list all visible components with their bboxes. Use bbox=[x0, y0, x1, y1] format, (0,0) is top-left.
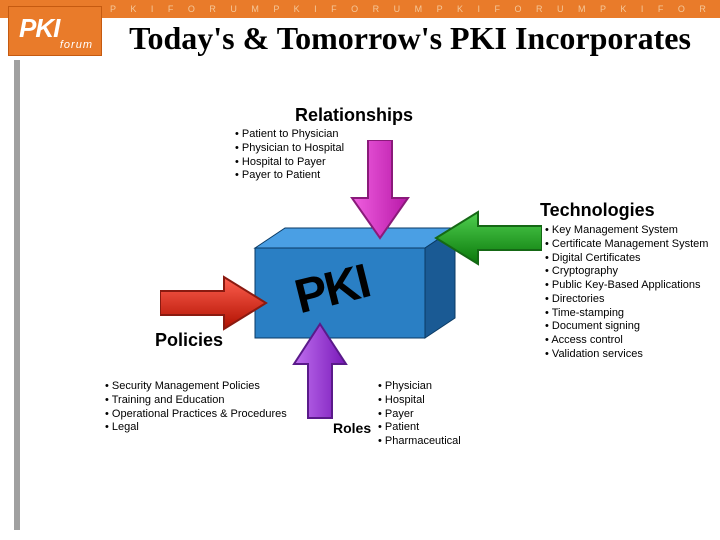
list-item: Document signing bbox=[545, 320, 708, 334]
list-item: Directories bbox=[545, 293, 708, 307]
list-item: Public Key-Based Applications bbox=[545, 279, 708, 293]
arrow-right-icon bbox=[160, 275, 270, 331]
technologies-list: Key Management System Certificate Manage… bbox=[545, 224, 708, 362]
policies-list: Security Management Policies Training an… bbox=[105, 380, 287, 435]
list-item: Certificate Management System bbox=[545, 238, 708, 252]
list-item: Operational Practices & Procedures bbox=[105, 408, 287, 422]
page-title: Today's & Tomorrow's PKI Incorporates bbox=[120, 22, 700, 56]
list-item: Hospital bbox=[378, 394, 461, 408]
relationships-list: Patient to Physician Physician to Hospit… bbox=[235, 128, 344, 183]
list-item: Time-stamping bbox=[545, 307, 708, 321]
list-item: Patient bbox=[378, 421, 461, 435]
list-item: Physician bbox=[378, 380, 461, 394]
list-item: Digital Certificates bbox=[545, 252, 708, 266]
list-item: Legal bbox=[105, 421, 287, 435]
list-item: Security Management Policies bbox=[105, 380, 287, 394]
relationships-heading: Relationships bbox=[295, 105, 413, 126]
list-item: Cryptography bbox=[545, 265, 708, 279]
list-item: Patient to Physician bbox=[235, 128, 344, 142]
arrow-left-icon bbox=[432, 210, 542, 266]
arrow-down-icon bbox=[350, 140, 410, 240]
list-item: Training and Education bbox=[105, 394, 287, 408]
list-item: Payer bbox=[378, 408, 461, 422]
roles-list: Physician Hospital Payer Patient Pharmac… bbox=[378, 380, 461, 449]
list-item: Access control bbox=[545, 334, 708, 348]
list-item: Physician to Hospital bbox=[235, 142, 344, 156]
list-item: Payer to Patient bbox=[235, 169, 344, 183]
technologies-heading: Technologies bbox=[540, 200, 655, 221]
logo: PKI forum bbox=[8, 6, 102, 56]
arrow-up-icon bbox=[292, 322, 348, 420]
list-item: Pharmaceutical bbox=[378, 435, 461, 449]
list-item: Key Management System bbox=[545, 224, 708, 238]
policies-heading: Policies bbox=[155, 330, 223, 351]
logo-main: PKI bbox=[19, 13, 59, 44]
list-item: Validation services bbox=[545, 348, 708, 362]
top-banner: P K I F O R U M P K I F O R U M P K I F … bbox=[0, 0, 720, 18]
roles-heading: Roles bbox=[333, 420, 371, 436]
left-rule bbox=[14, 60, 20, 530]
logo-sub: forum bbox=[60, 39, 93, 51]
list-item: Hospital to Payer bbox=[235, 156, 344, 170]
